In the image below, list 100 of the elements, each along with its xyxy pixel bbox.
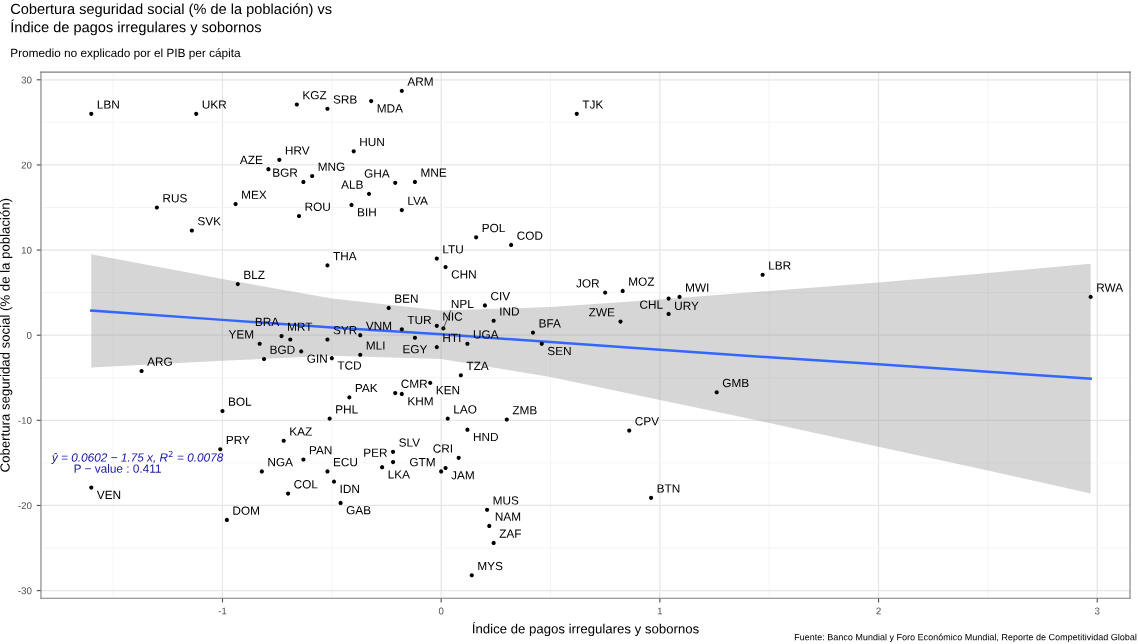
annotation: JAM — [451, 471, 474, 480]
annotation: JOR — [576, 279, 600, 288]
annotation: MDA — [377, 104, 403, 113]
annotation: CRI — [433, 444, 453, 453]
annotation: VEN — [96, 490, 121, 499]
annotation: BFA — [539, 319, 561, 328]
annotation: BGR — [273, 168, 298, 177]
annotation: MEX — [242, 190, 267, 199]
annotation: ECU — [333, 457, 358, 467]
annotation: SVK — [197, 217, 221, 226]
annotation: P − value : 0.411 — [74, 464, 161, 473]
y-tick-label: 20 — [21, 161, 32, 169]
annotation: SEN — [547, 346, 571, 356]
annotation: RWA — [1097, 283, 1124, 292]
annotation: RUS — [163, 194, 187, 203]
source-note: Fuente: Banco Mundial y Foro Económico Mundial, Reporte de Competitividad Global — [794, 633, 1137, 643]
annotation: YEM — [228, 330, 254, 339]
annotation: URY — [675, 301, 699, 311]
annotation: GHA — [364, 169, 390, 178]
annotation: ALB — [341, 180, 363, 189]
annotation: MNG — [318, 162, 345, 171]
x-tick-label: 2 — [876, 607, 881, 615]
annotation: DOM — [233, 506, 259, 515]
annotation: COD — [517, 231, 543, 240]
annotation: NPL — [451, 299, 474, 309]
annotation: HUN — [360, 137, 384, 147]
annotation: VNM — [365, 321, 392, 330]
annotation: CPV — [635, 417, 660, 426]
y-tick-label: -10 — [18, 417, 32, 424]
annotation: IND — [500, 307, 519, 316]
annotation: BGD — [270, 345, 295, 354]
annotation: BLZ — [244, 270, 265, 279]
annotation: PHL — [336, 405, 358, 414]
y-tick-label: 0 — [26, 331, 32, 339]
annotation: BOL — [229, 397, 252, 406]
annotation: MOZ — [629, 277, 655, 286]
annotation: TUR — [407, 315, 432, 325]
y-tick-label: -30 — [18, 587, 32, 595]
annotation: PER — [364, 448, 387, 457]
chart-subtitle: Promedio no explicado por el PIB per cápita — [11, 48, 241, 60]
annotation: MNE — [421, 168, 447, 177]
annotation: ARM — [407, 77, 433, 86]
annotation: LBN — [97, 100, 119, 109]
annotation: EGY — [403, 345, 428, 354]
annotation: GAB — [346, 506, 371, 515]
x-tick-label: 3 — [1094, 607, 1100, 615]
annotation: NIC — [443, 312, 463, 321]
annotation: CHN — [451, 270, 476, 279]
annotation: THA — [333, 252, 357, 261]
annotation: PAN — [309, 446, 332, 455]
y-tick-label: 10 — [21, 246, 32, 254]
y-tick-label: 30 — [21, 76, 32, 84]
annotation: ZMB — [512, 406, 537, 415]
x-tick-label: 1 — [657, 607, 663, 615]
annotation: AZE — [239, 155, 263, 164]
annotation: COL — [294, 480, 318, 489]
annotation: UGA — [473, 330, 499, 339]
annotation: GMB — [722, 378, 749, 388]
annotation: PRY — [226, 435, 250, 445]
annotation: LVA — [408, 196, 428, 205]
line-series — [90, 309, 1092, 380]
chart-title: Cobertura seguridad social (% de la población) vs Índice de pagos irregulares y sobornos — [10, 3, 332, 36]
x-tick-label: 0 — [438, 607, 444, 615]
annotation: TCD — [337, 361, 362, 370]
y-tick-label: -20 — [18, 502, 32, 510]
annotation: HND — [473, 432, 498, 442]
annotation: LBR — [769, 261, 791, 270]
annotation: MYS — [478, 561, 503, 571]
annotation: POL — [482, 223, 505, 233]
annotation: CIV — [491, 291, 511, 301]
y-axis-title: Cobertura seguridad social (% de la población) — [0, 198, 13, 472]
annotation: SLV — [399, 438, 420, 447]
annotation: NAM — [495, 512, 521, 521]
annotation: SRB — [333, 95, 357, 104]
annotation: NGA — [268, 457, 293, 467]
annotation: KEN — [436, 386, 460, 395]
annotation: GTM — [409, 457, 435, 467]
annotation: HRV — [285, 146, 310, 155]
annotation: CMR — [401, 379, 428, 388]
annotation: ARG — [147, 357, 172, 366]
annotation: GIN — [307, 354, 327, 363]
annotation: MLI — [366, 341, 385, 350]
annotation: ZAF — [499, 529, 522, 538]
annotation: ŷ = 0.0602 − 1.75 x, R$^{2}$ = 0.0078 — [51, 450, 224, 464]
annotation: CHL — [640, 300, 663, 309]
annotation: PAK — [355, 384, 378, 393]
annotation: BTN — [657, 484, 680, 493]
annotation: KHM — [408, 397, 433, 406]
annotation: BEN — [395, 294, 418, 303]
annotation: MUS — [493, 496, 519, 505]
annotation: BIH — [358, 208, 376, 217]
annotation: TJK — [582, 100, 604, 109]
annotation: ROU — [305, 202, 330, 211]
annotation: IDN — [340, 484, 359, 493]
annotation: KAZ — [290, 427, 312, 436]
annotation: LTU — [443, 245, 463, 254]
annotation: MWI — [686, 283, 709, 292]
annotation: UKR — [202, 100, 227, 109]
annotation: HTI — [443, 333, 461, 342]
annotation: BRA — [255, 317, 280, 326]
